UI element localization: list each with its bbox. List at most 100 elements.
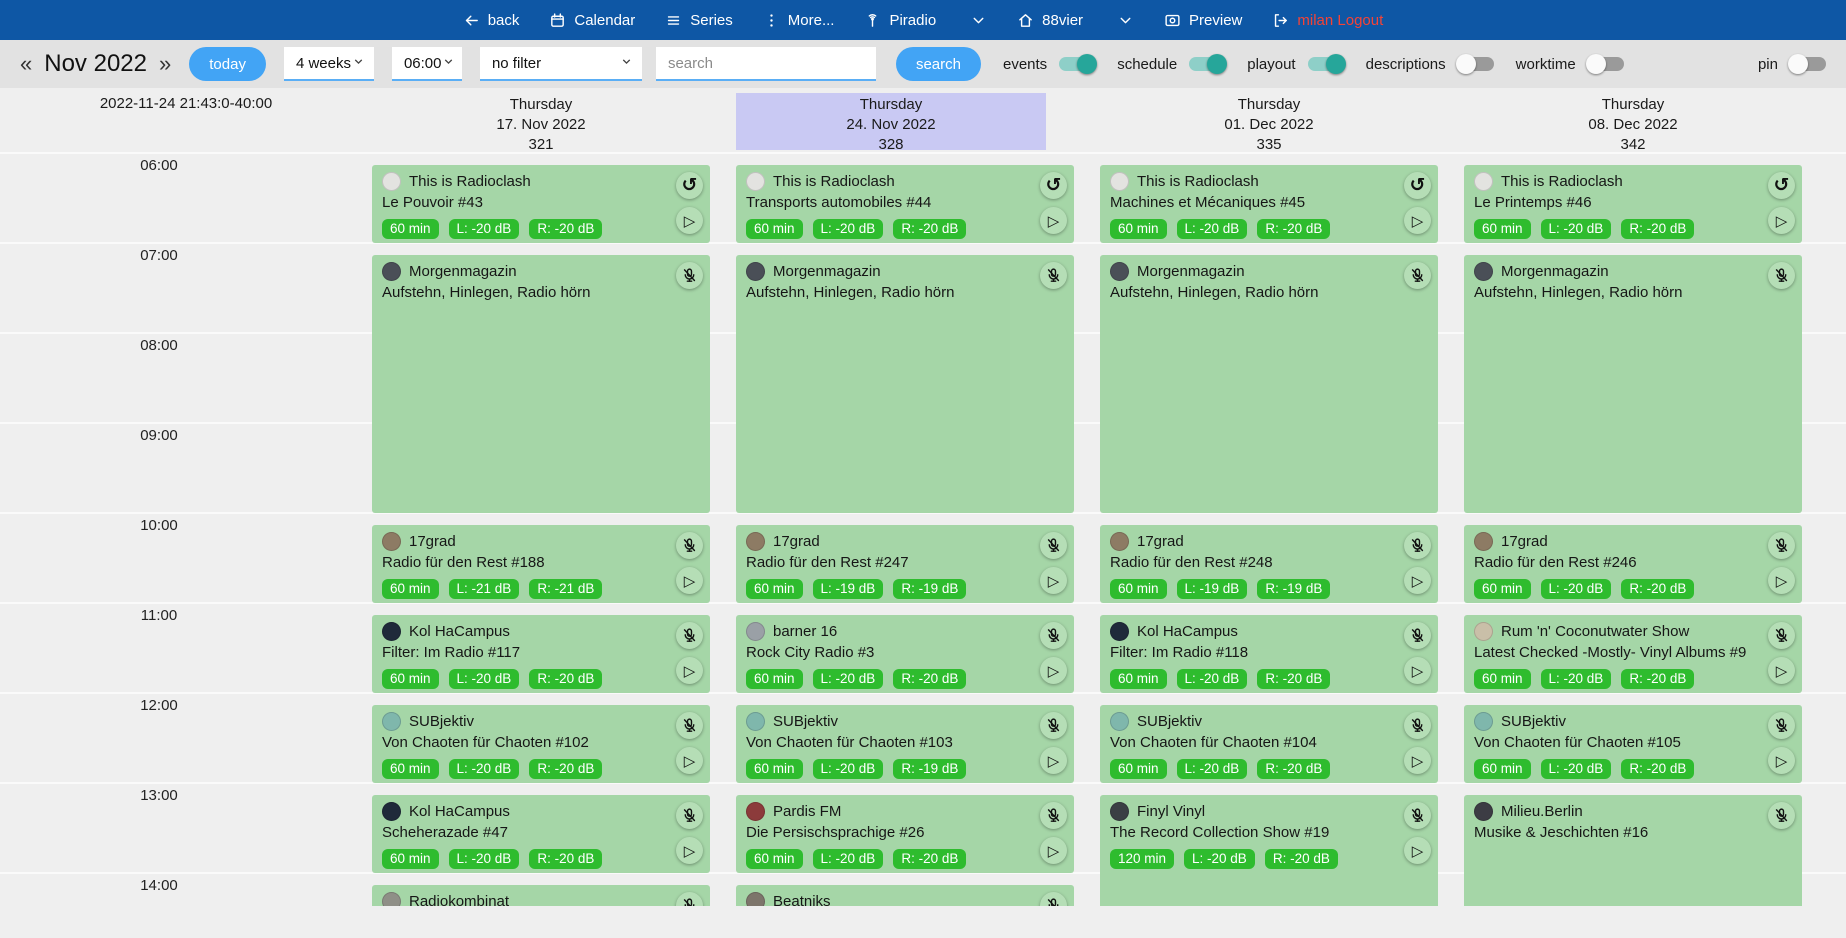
next-period-button[interactable]: » xyxy=(149,51,181,77)
mic-off-icon[interactable] xyxy=(676,532,703,559)
play-icon[interactable]: ▷ xyxy=(676,657,703,684)
play-icon[interactable]: ▷ xyxy=(1404,747,1431,774)
event-card[interactable]: This is RadioclashTransports automobiles… xyxy=(736,165,1074,243)
mic-off-icon[interactable] xyxy=(1768,802,1795,829)
event-card[interactable]: 17gradRadio für den Rest #18860 minL: -2… xyxy=(372,525,710,603)
mic-off-icon[interactable] xyxy=(1404,262,1431,289)
schedule-toggle[interactable] xyxy=(1189,57,1225,71)
show-avatar xyxy=(382,892,401,907)
play-icon[interactable]: ▷ xyxy=(1404,567,1431,594)
play-icon[interactable]: ▷ xyxy=(1768,207,1795,234)
mic-off-icon[interactable] xyxy=(1040,262,1067,289)
mic-off-icon[interactable] xyxy=(1768,712,1795,739)
play-icon[interactable]: ▷ xyxy=(1040,207,1067,234)
day-header-01-dec-2022[interactable]: Thursday01. Dec 2022335 xyxy=(1100,93,1438,150)
play-icon[interactable]: ▷ xyxy=(676,747,703,774)
event-card[interactable]: Pardis FMDie Persischsprachige #2660 min… xyxy=(736,795,1074,873)
mic-off-icon[interactable] xyxy=(1768,262,1795,289)
event-card[interactable]: This is RadioclashLe Printemps #4660 min… xyxy=(1464,165,1802,243)
event-card[interactable]: SUBjektivVon Chaoten für Chaoten #10460 … xyxy=(1100,705,1438,783)
mic-off-icon[interactable] xyxy=(676,262,703,289)
mic-off-icon[interactable] xyxy=(1040,622,1067,649)
replay-icon[interactable]: ↺ xyxy=(676,172,703,199)
play-icon[interactable]: ▷ xyxy=(1768,747,1795,774)
play-icon[interactable]: ▷ xyxy=(1404,657,1431,684)
search-input[interactable] xyxy=(656,47,876,81)
nav-item-piradio[interactable]: Piradio xyxy=(864,12,987,29)
playout-toggle[interactable] xyxy=(1308,57,1344,71)
show-avatar xyxy=(1474,622,1493,641)
replay-icon[interactable]: ↺ xyxy=(1404,172,1431,199)
nav-item-preview[interactable]: Preview xyxy=(1164,12,1242,29)
play-icon[interactable]: ▷ xyxy=(1768,657,1795,684)
replay-icon[interactable]: ↺ xyxy=(1768,172,1795,199)
event-card[interactable]: SUBjektivVon Chaoten für Chaoten #10260 … xyxy=(372,705,710,783)
event-card[interactable]: Kol HaCampusFilter: Im Radio #11860 minL… xyxy=(1100,615,1438,693)
mic-off-icon[interactable] xyxy=(676,802,703,829)
mic-off-icon[interactable] xyxy=(676,712,703,739)
prev-period-button[interactable]: « xyxy=(10,51,42,77)
4-weeks-select[interactable]: 4 weeks xyxy=(284,47,374,81)
event-card[interactable]: Kol HaCampusScheherazade #4760 minL: -20… xyxy=(372,795,710,873)
worktime-toggle[interactable] xyxy=(1588,57,1624,71)
pin-toggle[interactable] xyxy=(1790,57,1826,71)
play-icon[interactable]: ▷ xyxy=(1040,657,1067,684)
mic-off-icon[interactable] xyxy=(1040,892,1067,906)
nav-item-back[interactable]: back xyxy=(463,12,520,29)
mic-off-icon[interactable] xyxy=(1404,802,1431,829)
event-card[interactable]: SUBjektivVon Chaoten für Chaoten #10560 … xyxy=(1464,705,1802,783)
events-toggle[interactable] xyxy=(1059,57,1095,71)
event-card[interactable]: Milieu.BerlinMusike & Jeschichten #16 xyxy=(1464,795,1802,906)
play-icon[interactable]: ▷ xyxy=(676,567,703,594)
event-card[interactable]: SUBjektivVon Chaoten für Chaoten #10360 … xyxy=(736,705,1074,783)
nav-item-calendar[interactable]: Calendar xyxy=(549,12,635,29)
mic-off-icon[interactable] xyxy=(676,622,703,649)
event-card[interactable]: MorgenmagazinAufstehn, Hinlegen, Radio h… xyxy=(736,255,1074,513)
nav-item-88vier[interactable]: 88vier xyxy=(1017,12,1134,29)
nav-item-series[interactable]: Series xyxy=(665,12,733,29)
replay-icon[interactable]: ↺ xyxy=(1040,172,1067,199)
nav-item-milan-logout[interactable]: milan Logout xyxy=(1272,12,1383,29)
06-00-select[interactable]: 06:00 xyxy=(392,47,462,81)
descriptions-toggle[interactable] xyxy=(1458,57,1494,71)
event-card[interactable]: Kol HaCampusFilter: Im Radio #11760 minL… xyxy=(372,615,710,693)
mic-off-icon[interactable] xyxy=(676,892,703,906)
event-card[interactable]: barner 16Rock City Radio #360 minL: -20 … xyxy=(736,615,1074,693)
mic-off-icon[interactable] xyxy=(1040,712,1067,739)
play-icon[interactable]: ▷ xyxy=(1768,567,1795,594)
event-card[interactable]: 17gradRadio für den Rest #24860 minL: -1… xyxy=(1100,525,1438,603)
event-card[interactable]: Rum 'n' Coconutwater ShowLatest Checked … xyxy=(1464,615,1802,693)
mic-off-icon[interactable] xyxy=(1404,712,1431,739)
event-card[interactable]: This is RadioclashMachines et Mécaniques… xyxy=(1100,165,1438,243)
event-card[interactable]: MorgenmagazinAufstehn, Hinlegen, Radio h… xyxy=(372,255,710,513)
event-card[interactable]: MorgenmagazinAufstehn, Hinlegen, Radio h… xyxy=(1100,255,1438,513)
play-icon[interactable]: ▷ xyxy=(1404,837,1431,864)
play-icon[interactable]: ▷ xyxy=(676,207,703,234)
mic-off-icon[interactable] xyxy=(1404,622,1431,649)
event-card[interactable]: Radiokombinat xyxy=(372,885,710,906)
play-icon[interactable]: ▷ xyxy=(1040,837,1067,864)
mic-off-icon[interactable] xyxy=(1040,532,1067,559)
today-button[interactable]: today xyxy=(189,47,266,81)
event-card[interactable]: This is RadioclashLe Pouvoir #4360 minL:… xyxy=(372,165,710,243)
mic-off-icon[interactable] xyxy=(1040,802,1067,829)
event-card[interactable]: Beatniks xyxy=(736,885,1074,906)
mic-off-icon[interactable] xyxy=(1768,622,1795,649)
event-card[interactable]: MorgenmagazinAufstehn, Hinlegen, Radio h… xyxy=(1464,255,1802,513)
day-header-08-dec-2022[interactable]: Thursday08. Dec 2022342 xyxy=(1464,93,1802,150)
play-icon[interactable]: ▷ xyxy=(1404,207,1431,234)
play-icon[interactable]: ▷ xyxy=(1040,747,1067,774)
play-icon[interactable]: ▷ xyxy=(1040,567,1067,594)
no-filter-select[interactable]: no filter xyxy=(480,47,642,81)
event-card[interactable]: Finyl VinylThe Record Collection Show #1… xyxy=(1100,795,1438,906)
events-toggle-group: events xyxy=(1003,56,1095,73)
day-header-24-nov-2022[interactable]: Thursday24. Nov 2022328 xyxy=(736,93,1046,150)
day-header-17-nov-2022[interactable]: Thursday17. Nov 2022321 xyxy=(372,93,710,150)
mic-off-icon[interactable] xyxy=(1768,532,1795,559)
mic-off-icon[interactable] xyxy=(1404,532,1431,559)
event-card[interactable]: 17gradRadio für den Rest #24760 minL: -1… xyxy=(736,525,1074,603)
search-button[interactable]: search xyxy=(896,47,981,81)
event-card[interactable]: 17gradRadio für den Rest #24660 minL: -2… xyxy=(1464,525,1802,603)
play-icon[interactable]: ▷ xyxy=(676,837,703,864)
nav-item-more[interactable]: More... xyxy=(763,12,835,29)
